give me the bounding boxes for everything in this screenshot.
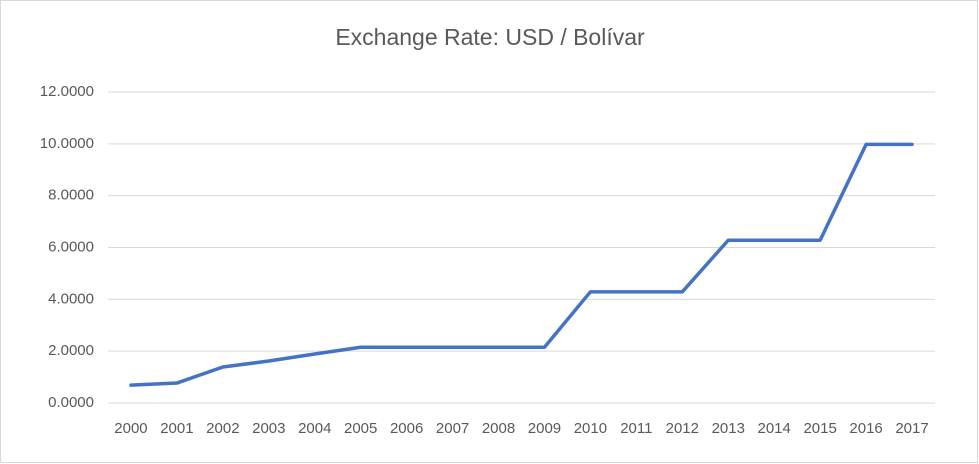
x-tick-label: 2012 — [666, 420, 699, 437]
x-tick-label: 2014 — [758, 420, 791, 437]
x-tick-label: 2010 — [574, 420, 607, 437]
x-tick-label: 2002 — [206, 420, 239, 437]
x-tick-label: 2011 — [620, 420, 652, 437]
x-tick-label: 2000 — [114, 420, 147, 437]
x-tick-label: 2006 — [390, 420, 423, 437]
y-tick-label: 12.0000 — [40, 83, 94, 100]
y-tick-label: 4.0000 — [48, 290, 94, 307]
y-tick-label: 0.0000 — [48, 394, 94, 411]
line-series — [129, 142, 914, 387]
x-tick-label: 2008 — [482, 420, 515, 437]
x-tick-label: 2001 — [160, 420, 193, 437]
chart-title: Exchange Rate: USD / Bolívar — [335, 24, 645, 50]
y-tick-label: 2.0000 — [48, 342, 94, 359]
x-tick-label: 2005 — [344, 420, 377, 437]
x-tick-label: 2004 — [298, 420, 331, 437]
x-tick-label: 2015 — [803, 420, 836, 437]
y-tick-label: 6.0000 — [48, 238, 94, 255]
y-tick-label: 10.0000 — [40, 135, 94, 152]
x-tick-label: 2003 — [252, 420, 285, 437]
x-tick-label: 2013 — [712, 420, 745, 437]
x-tick-label: 2016 — [849, 420, 882, 437]
x-tick-label: 2017 — [895, 420, 928, 437]
x-tick-label: 2009 — [528, 420, 561, 437]
x-tick-label: 2007 — [436, 420, 469, 437]
y-tick-label: 8.0000 — [48, 187, 94, 204]
